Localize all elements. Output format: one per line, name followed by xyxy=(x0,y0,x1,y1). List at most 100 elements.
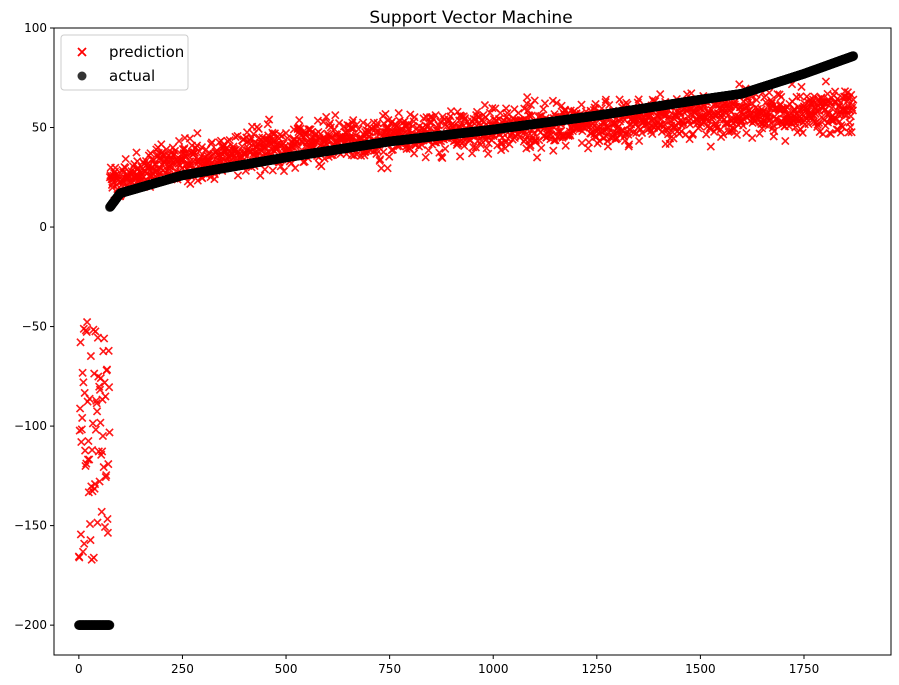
prediction-point xyxy=(409,149,419,158)
x-tick-label: 750 xyxy=(378,662,401,676)
prediction-point xyxy=(525,112,534,121)
prediction-point xyxy=(101,392,110,401)
prediction-point xyxy=(781,136,790,146)
prediction-point xyxy=(75,404,85,413)
prediction-point xyxy=(256,171,265,180)
prediction-point xyxy=(279,166,289,176)
prediction-point xyxy=(814,118,824,128)
y-axis: 100 50 0 −50 −100 −150 −200 xyxy=(14,21,54,632)
legend-marker-actual xyxy=(77,71,87,81)
prediction-point xyxy=(410,113,419,122)
prediction-point xyxy=(102,365,112,374)
prediction-point xyxy=(679,120,688,129)
prediction-point xyxy=(685,134,694,144)
prediction-point xyxy=(796,92,805,101)
x-tick-label: 1000 xyxy=(478,662,509,676)
prediction-point xyxy=(358,118,368,127)
prediction-point xyxy=(319,117,328,127)
prediction-point xyxy=(92,396,101,405)
prediction-point xyxy=(496,108,505,118)
prediction-point xyxy=(484,149,493,158)
x-axis: 0 250 500 750 1000 1250 1500 1750 xyxy=(75,655,819,676)
prediction-point xyxy=(174,136,184,146)
prediction-point xyxy=(225,136,234,145)
prediction-point xyxy=(375,155,385,164)
prediction-point xyxy=(78,368,87,377)
prediction-point xyxy=(77,437,86,447)
prediction-point xyxy=(846,112,855,121)
prediction-point xyxy=(372,121,381,130)
prediction-point xyxy=(101,472,110,482)
prediction-point xyxy=(352,120,361,129)
prediction-point xyxy=(818,129,828,139)
prediction-point xyxy=(325,132,334,141)
prediction-point xyxy=(192,141,202,150)
prediction-point xyxy=(421,153,430,162)
prediction-point xyxy=(276,162,285,171)
prediction-point xyxy=(446,107,456,116)
prediction-point xyxy=(86,351,96,361)
prediction-point xyxy=(624,130,633,139)
prediction-point xyxy=(86,535,95,545)
prediction-point xyxy=(88,419,98,428)
prediction-point xyxy=(193,129,202,138)
prediction-point xyxy=(81,461,90,471)
prediction-point xyxy=(254,124,263,134)
prediction-point xyxy=(93,518,102,527)
prediction-point xyxy=(95,385,105,394)
prediction-point xyxy=(78,547,88,556)
prediction-point xyxy=(523,93,532,102)
legend-label-prediction: prediction xyxy=(109,43,184,61)
prediction-point xyxy=(665,134,675,143)
prediction-point xyxy=(624,142,633,151)
prediction-point xyxy=(847,128,856,137)
prediction-point xyxy=(291,163,300,173)
prediction-point xyxy=(170,149,179,158)
prediction-point xyxy=(322,112,331,122)
prediction-point xyxy=(90,479,100,489)
prediction-point xyxy=(186,179,195,189)
prediction-point xyxy=(566,131,575,140)
prediction-point xyxy=(317,162,326,171)
prediction-point xyxy=(349,116,358,125)
prediction-point xyxy=(615,117,625,126)
legend-label-actual: actual xyxy=(109,67,155,85)
prediction-point xyxy=(89,553,98,562)
prediction-point xyxy=(91,327,100,336)
actual-point xyxy=(104,620,115,630)
prediction-point xyxy=(132,148,141,157)
prediction-point xyxy=(91,425,100,434)
prediction-point xyxy=(394,108,403,118)
legend: prediction actual xyxy=(60,34,189,91)
prediction-point xyxy=(104,346,113,355)
prediction-point xyxy=(836,98,845,108)
y-tick-label: 100 xyxy=(24,21,47,35)
prediction-point xyxy=(267,136,276,145)
prediction-point xyxy=(603,142,613,151)
prediction-point xyxy=(584,138,594,147)
prediction-point xyxy=(469,143,478,152)
prediction-point xyxy=(92,399,101,408)
prediction-point xyxy=(637,128,647,138)
prediction-point xyxy=(185,134,195,143)
prediction-point xyxy=(556,127,565,136)
legend-dot-marker xyxy=(77,71,87,81)
prediction-point xyxy=(755,129,764,138)
prediction-point xyxy=(87,445,97,455)
prediction-point xyxy=(385,152,394,161)
prediction-point xyxy=(624,140,634,149)
prediction-point xyxy=(231,132,240,142)
prediction-point xyxy=(706,142,715,151)
prediction-point xyxy=(80,539,89,548)
chart-title: Support Vector Machine xyxy=(369,8,572,28)
prediction-point xyxy=(121,154,130,164)
prediction-point xyxy=(441,144,450,153)
prediction-point xyxy=(601,95,611,104)
prediction-point xyxy=(182,152,191,161)
prediction-point xyxy=(436,117,445,126)
prediction-point xyxy=(295,116,304,125)
series-actual xyxy=(74,51,859,630)
prediction-point xyxy=(549,146,558,155)
